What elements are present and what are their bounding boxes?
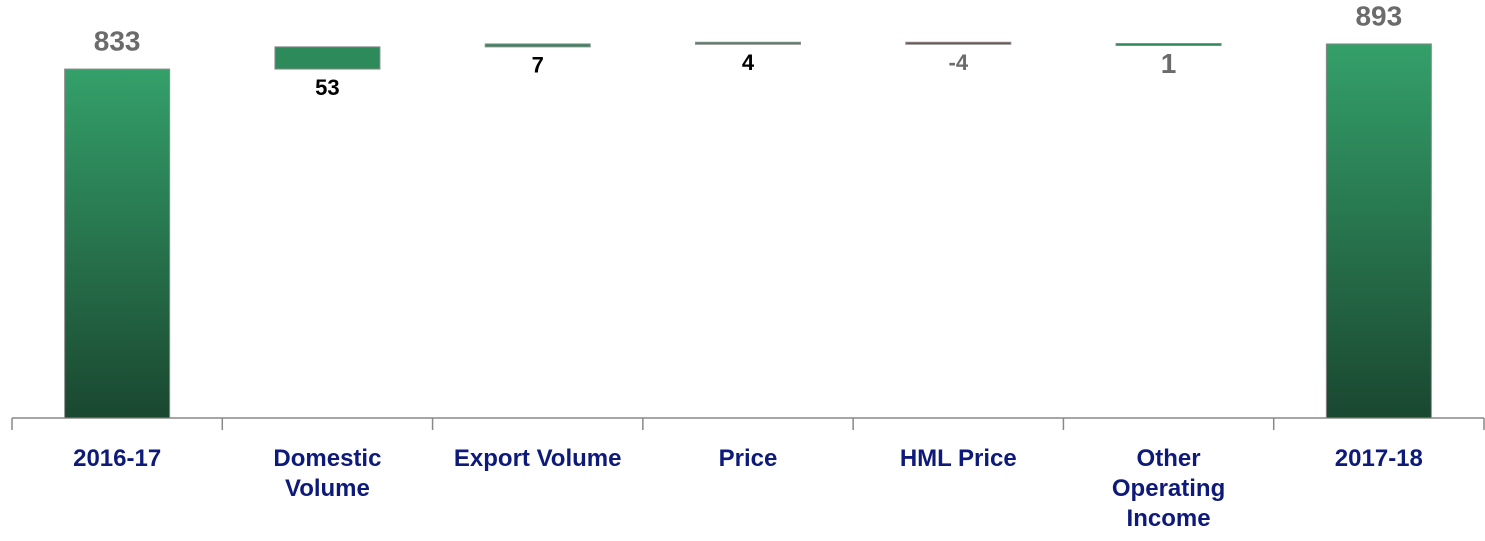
- value-label: 4: [742, 50, 755, 75]
- value-label: 833: [94, 25, 141, 56]
- value-label: 1: [1161, 48, 1177, 79]
- delta-bar: [905, 41, 1012, 45]
- delta-bar: [484, 43, 591, 48]
- delta-bar: [1115, 43, 1222, 47]
- x-tick-label: HML Price: [899, 445, 1017, 472]
- x-tick-label: Export Volume: [453, 445, 622, 472]
- x-tick-label: Other Operating Income: [1111, 445, 1226, 532]
- x-tick-label: 2017-18: [1334, 445, 1423, 472]
- value-label: 7: [532, 53, 544, 78]
- value-label: 893: [1355, 0, 1402, 31]
- delta-bar: [274, 46, 381, 70]
- delta-bar: [695, 41, 801, 45]
- x-tick-label: 2016-17: [73, 445, 162, 472]
- x-tick-label: Domestic Volume: [273, 445, 382, 502]
- x-tick-label: Price: [718, 445, 778, 472]
- total-bar: [1325, 43, 1432, 419]
- value-label: -4: [949, 50, 969, 75]
- total-bar: [64, 68, 171, 419]
- value-label: 53: [315, 75, 339, 100]
